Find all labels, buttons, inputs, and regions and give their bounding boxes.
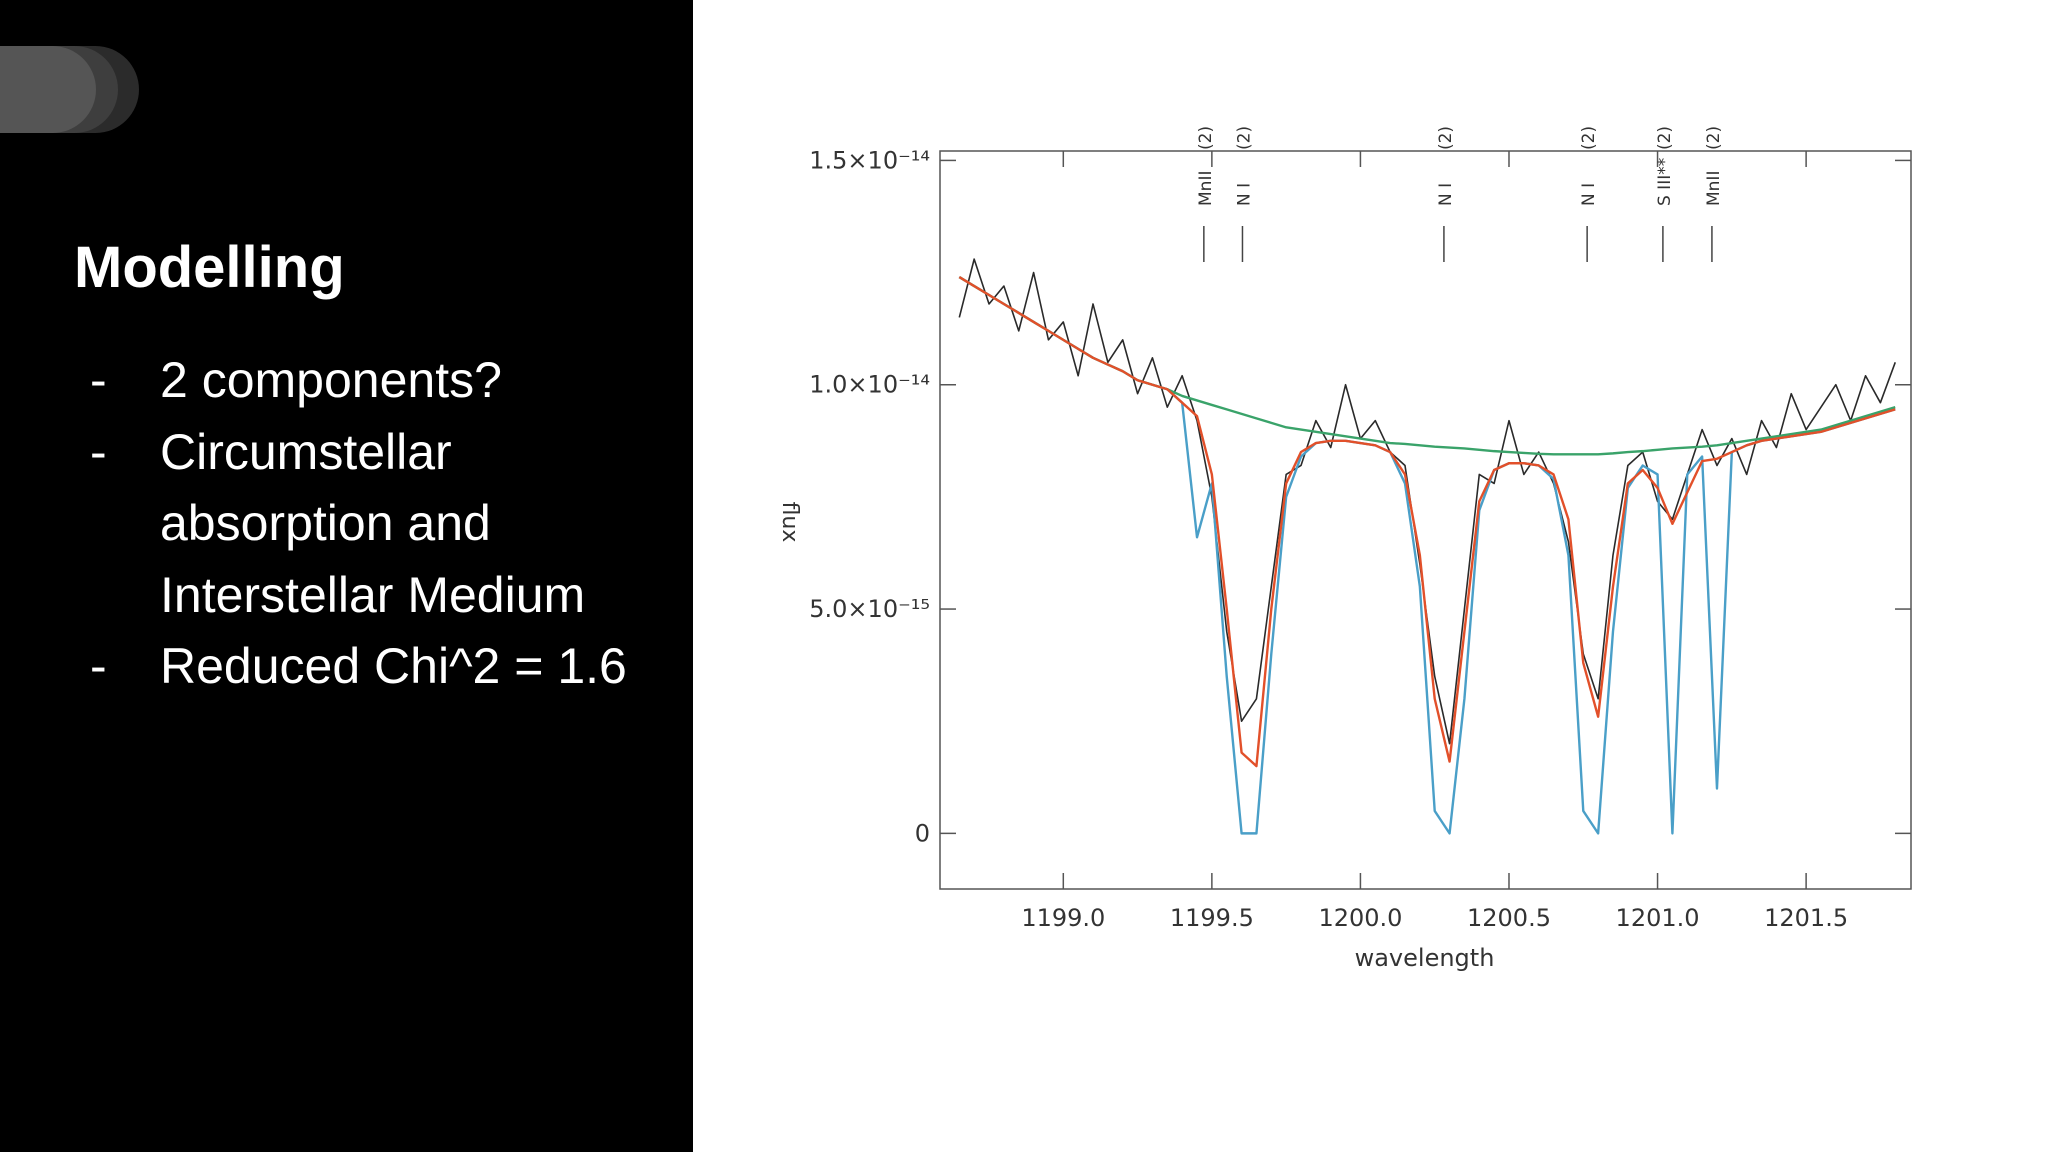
line-id-note: (2) — [1655, 126, 1675, 150]
bullet: - Circumstellar absorption and Interstell… — [74, 417, 630, 632]
line-id-label: MnII — [1196, 171, 1216, 206]
line-id-label: N I — [1579, 183, 1599, 206]
left-panel: Modelling -2 components? - Circumstellar a… — [0, 0, 693, 1152]
line-id-label: S III** — [1655, 158, 1675, 206]
line-id-label: MnII — [1704, 171, 1724, 206]
plot-frame — [939, 150, 1912, 890]
line-id-label: N I — [1436, 183, 1456, 206]
bullet-marker: - — [90, 638, 107, 694]
bullet-text: Circumstellar absorption and Interstella… — [160, 423, 586, 623]
x-tick-label: 1201.0 — [1616, 904, 1700, 932]
decoration — [0, 46, 96, 133]
bullet-marker: - — [90, 352, 107, 408]
data-line — [958, 258, 1897, 745]
x-tick-label: 1199.0 — [1021, 904, 1105, 932]
bullet-marker: - — [90, 423, 107, 480]
bullet: -2 components? — [74, 345, 630, 417]
y-tick-label: 1.5×10⁻¹⁴ — [809, 146, 930, 174]
bullet-list: -2 components? - Circumstellar absorption … — [74, 345, 630, 703]
x-tick-label: 1201.5 — [1764, 904, 1848, 932]
x-tick-label: 1200.0 — [1318, 904, 1402, 932]
line-id-note: (2) — [1436, 126, 1456, 150]
line-id-label: N I — [1234, 183, 1254, 206]
data-line — [958, 276, 1896, 456]
slide-title: Modelling — [74, 235, 345, 300]
line-id-note: (2) — [1234, 126, 1254, 150]
line-id-note: (2) — [1196, 126, 1216, 150]
bullet-text: 2 components? — [160, 352, 502, 408]
bullet: - Reduced Chi^2 = 1.6 — [74, 631, 630, 703]
x-tick-label: 1199.5 — [1170, 904, 1254, 932]
y-tick-label: 1.0×10⁻¹⁴ — [809, 371, 930, 399]
y-tick-label: 0 — [915, 819, 930, 847]
line-id-note: (2) — [1579, 126, 1599, 150]
x-tick-label: 1200.5 — [1467, 904, 1551, 932]
bullet-text: Reduced Chi^2 = 1.6 — [160, 638, 627, 694]
y-tick-label: 5.0×10⁻¹⁵ — [809, 595, 930, 623]
data-line — [958, 276, 1896, 768]
y-axis-label: flux — [777, 502, 802, 543]
x-axis-label: wavelength — [1355, 944, 1495, 972]
line-id-note: (2) — [1704, 126, 1724, 150]
